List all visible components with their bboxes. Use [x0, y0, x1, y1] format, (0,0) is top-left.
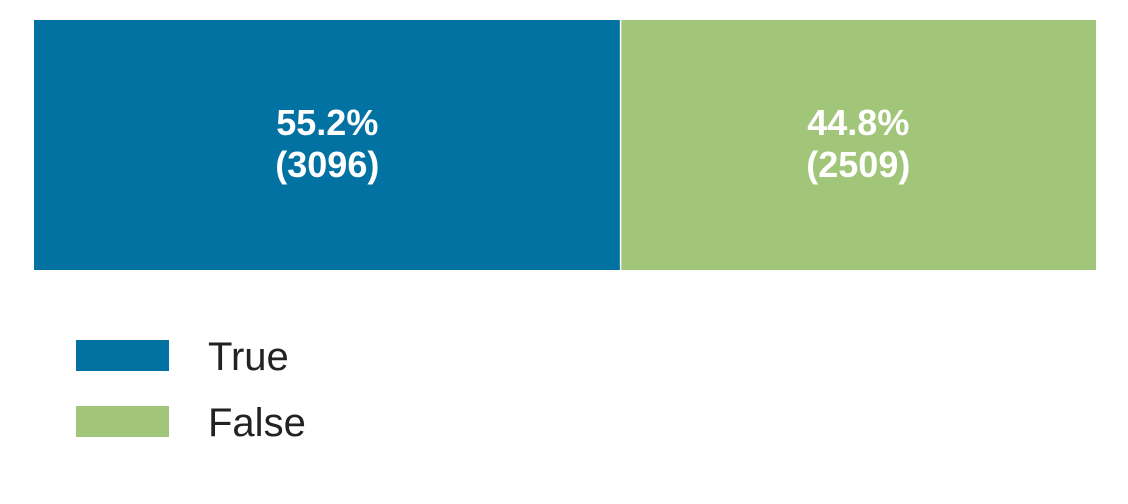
segment-percent-label-false: 44.8% — [807, 102, 909, 143]
bar-segment-true — [34, 20, 621, 270]
legend-swatch-true — [76, 340, 169, 371]
segment-count-label-true: (3096) — [275, 144, 379, 185]
legend: True False — [76, 335, 306, 445]
segment-percent-label-true: 55.2% — [276, 102, 378, 143]
legend-label-true: True — [208, 335, 289, 379]
bar-segment-false — [620, 20, 1096, 270]
legend-swatch-false — [76, 406, 169, 437]
legend-label-false: False — [208, 401, 306, 445]
stacked-bar: 55.2%(3096) 44.8%(2509) — [34, 20, 1096, 270]
segment-count-label-false: (2509) — [806, 144, 910, 185]
